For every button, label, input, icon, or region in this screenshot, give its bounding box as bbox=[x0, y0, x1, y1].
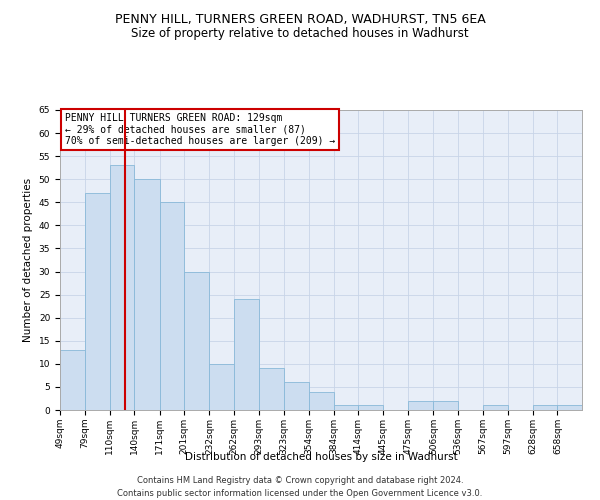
Bar bbox=[433, 401, 458, 410]
Bar bbox=[309, 392, 334, 410]
Bar bbox=[483, 406, 508, 410]
Text: Distribution of detached houses by size in Wadhurst: Distribution of detached houses by size … bbox=[185, 452, 457, 462]
Bar bbox=[334, 406, 358, 410]
Text: Size of property relative to detached houses in Wadhurst: Size of property relative to detached ho… bbox=[131, 28, 469, 40]
Bar bbox=[60, 350, 85, 410]
Bar bbox=[259, 368, 284, 410]
Y-axis label: Number of detached properties: Number of detached properties bbox=[23, 178, 33, 342]
Text: Contains HM Land Registry data © Crown copyright and database right 2024.
Contai: Contains HM Land Registry data © Crown c… bbox=[118, 476, 482, 498]
Bar bbox=[533, 406, 557, 410]
Bar bbox=[557, 406, 582, 410]
Text: PENNY HILL TURNERS GREEN ROAD: 129sqm
← 29% of detached houses are smaller (87)
: PENNY HILL TURNERS GREEN ROAD: 129sqm ← … bbox=[65, 113, 335, 146]
Bar bbox=[358, 406, 383, 410]
Text: PENNY HILL, TURNERS GREEN ROAD, WADHURST, TN5 6EA: PENNY HILL, TURNERS GREEN ROAD, WADHURST… bbox=[115, 12, 485, 26]
Bar bbox=[284, 382, 309, 410]
Bar bbox=[234, 299, 259, 410]
Bar bbox=[209, 364, 234, 410]
Bar bbox=[184, 272, 209, 410]
Bar bbox=[85, 193, 110, 410]
Bar bbox=[110, 166, 134, 410]
Bar bbox=[134, 179, 160, 410]
Bar bbox=[160, 202, 184, 410]
Bar bbox=[408, 401, 433, 410]
